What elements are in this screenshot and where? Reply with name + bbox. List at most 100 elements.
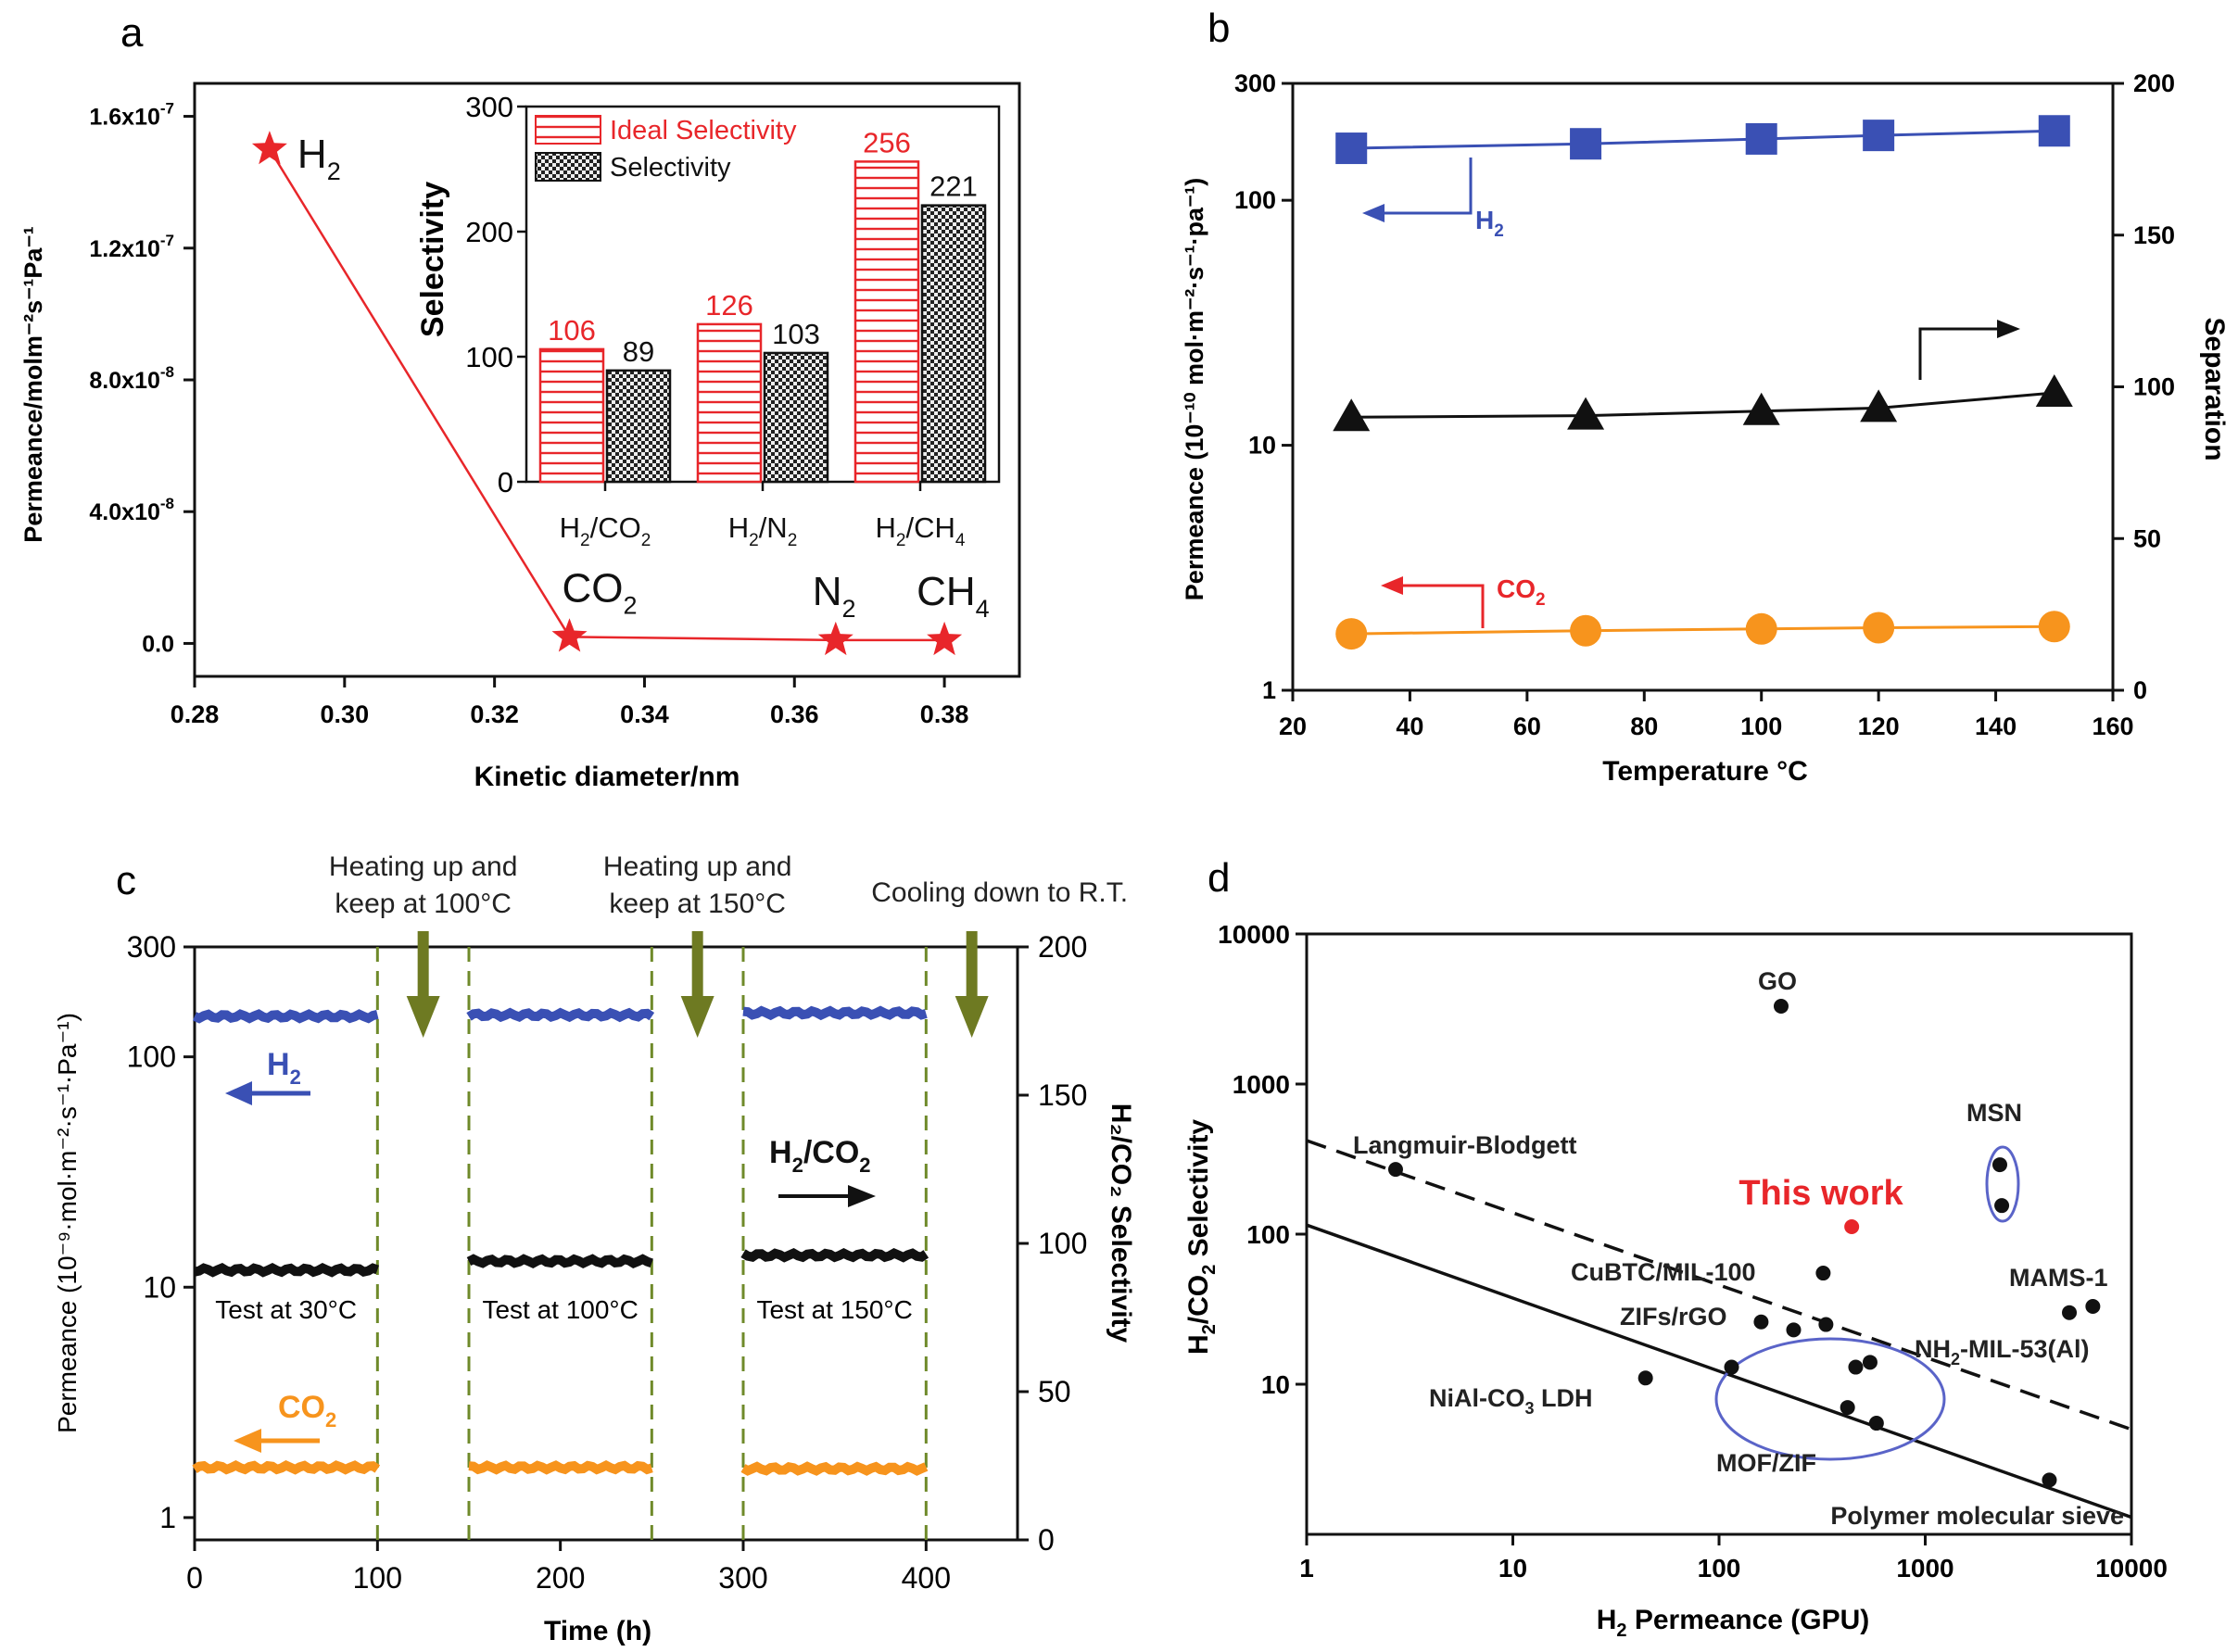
panel-d-x-tick-label: 10000 bbox=[2095, 1554, 2168, 1583]
panel-a-line bbox=[268, 148, 945, 642]
star-marker-h2 bbox=[251, 131, 287, 165]
ideal-selectivity-value: 256 bbox=[863, 126, 911, 158]
panel-d-data-point bbox=[2062, 1305, 2078, 1320]
panel-a-y-tick-label: 1.2x10-7 bbox=[89, 232, 174, 262]
panel-a-y-axis-title: Permeance/molm⁻²s⁻¹Pa⁻¹ bbox=[19, 226, 47, 542]
selectivity-bar bbox=[605, 369, 672, 484]
panel-c-x-tick-label: 200 bbox=[536, 1561, 585, 1595]
inset-y-axis-title: Selectivity bbox=[415, 182, 450, 337]
panel-a-y-tick-label: 0.0 bbox=[142, 631, 174, 657]
panel-c-stage-arrow-head bbox=[406, 996, 440, 1038]
panel-d-data-point bbox=[1773, 999, 1789, 1015]
panel-c-right-y-tick-label: 200 bbox=[1038, 930, 1087, 964]
panel-b-x-tick-label: 140 bbox=[1975, 713, 2017, 740]
panel-d-x-tick-label: 1000 bbox=[1896, 1554, 1954, 1583]
panel-c-y-axis-title: Permeance (10⁻⁹·mol·m⁻²·s⁻¹·Pa⁻¹) bbox=[53, 1013, 82, 1433]
panel-c-dashed-lines bbox=[375, 947, 928, 1540]
panel-b-x-tick-label: 120 bbox=[1858, 713, 1900, 740]
panel-a-y-tick-label: 1.6x10-7 bbox=[89, 100, 174, 131]
label-mof-zif: MOF/ZIF bbox=[1716, 1449, 1816, 1477]
panel-c-right-y-ticks: 0 50 100 150 200 bbox=[1018, 930, 1087, 1557]
panel-c-h2-axis-arrow bbox=[225, 1081, 310, 1105]
panel-b-separation-marker bbox=[1333, 398, 1371, 432]
star-marker-ch4 bbox=[927, 621, 963, 656]
panel-c-stage-label-line1: Heating up and bbox=[329, 851, 518, 882]
star-marker-n2 bbox=[817, 621, 853, 656]
panel-b-y-tick-label: 10 bbox=[1248, 432, 1276, 460]
panel-d-data-point bbox=[1818, 1317, 1834, 1332]
panel-b-co2-axis-arrow bbox=[1381, 576, 1485, 628]
panel-b-separation-marker bbox=[2035, 374, 2073, 408]
legend-swatch-selectivity bbox=[535, 152, 601, 182]
panel-d-x-tick-label: 10 bbox=[1498, 1554, 1527, 1583]
panel-d-data-point bbox=[1387, 1162, 1403, 1178]
panel-a-x-tick-label: 0.38 bbox=[920, 700, 969, 728]
panel-b-separation-marker bbox=[1567, 397, 1605, 430]
ideal-selectivity-value: 106 bbox=[548, 314, 596, 347]
panel-b-x-tick-label: 100 bbox=[1740, 713, 1782, 740]
selectivity-value: 89 bbox=[623, 335, 654, 368]
panel-c-stage-labels: Heating up and keep at 100°C Heating up an… bbox=[329, 851, 1128, 1038]
label-this-work: This work bbox=[1739, 1174, 1903, 1213]
panel-b-co2-marker bbox=[2038, 611, 2070, 643]
panel-b-right-y-tick-label: 150 bbox=[2133, 221, 2175, 249]
panel-c-right-y-axis-title: H₂/CO₂ Selectivity bbox=[1106, 1103, 1136, 1343]
panel-c-right-y-tick-label: 0 bbox=[1038, 1523, 1055, 1557]
panel-c-stage-arrow-head bbox=[955, 996, 989, 1038]
panel-b-co2-label: CO2 bbox=[1497, 574, 1546, 610]
panel-b-separation-line bbox=[1351, 391, 2055, 419]
inset-category-label: H2/CO2 bbox=[560, 511, 651, 550]
panel-c-y-tick-label: 1 bbox=[159, 1501, 176, 1534]
panel-c-selectivity-segment bbox=[466, 1254, 653, 1269]
inset-category-label: H2/N2 bbox=[728, 511, 798, 550]
ideal-selectivity-bar bbox=[538, 347, 605, 484]
panel-c-x-tick-label: 300 bbox=[718, 1561, 767, 1595]
panel-d-data-point bbox=[2085, 1299, 2101, 1315]
panel-c-co2-label: CO2 bbox=[278, 1390, 336, 1431]
panel-b-separation-axis-arrow bbox=[1918, 320, 2020, 380]
panel-b-right-y-tick-label: 100 bbox=[2133, 373, 2175, 401]
panel-c-co2-axis-arrow bbox=[234, 1429, 320, 1453]
panel-b-y-tick-label: 100 bbox=[1234, 186, 1276, 214]
panel-c-y-tick-label: 10 bbox=[143, 1270, 176, 1304]
panel-b-x-tick-label: 60 bbox=[1513, 713, 1541, 740]
panel-a-x-tick-label: 0.28 bbox=[171, 700, 220, 728]
panel-c-h2-segment bbox=[742, 1005, 928, 1021]
panel-c-right-y-tick-label: 100 bbox=[1038, 1227, 1087, 1260]
panel-c-h2-segment bbox=[466, 1007, 655, 1023]
star-marker-co2 bbox=[551, 618, 588, 652]
panel-c-stage-arrow-shaft bbox=[691, 931, 703, 1005]
panel-b-plot-frame bbox=[1291, 82, 2115, 692]
panel-c-selectivity-segment bbox=[194, 1262, 380, 1278]
inset-legend: Ideal Selectivity Selectivity bbox=[535, 115, 797, 183]
panel-a-series-line bbox=[268, 148, 945, 642]
panel-c-y-tick-label: 100 bbox=[127, 1040, 176, 1074]
panel-c-selectivity-axis-arrow bbox=[778, 1185, 876, 1207]
panel-c-stage-label-line2: keep at 100°C bbox=[335, 889, 511, 919]
panel-d: d 1 10 100 1000 10000 10 100 1000 10000 H2 Perm… bbox=[1183, 855, 2168, 1641]
panel-c-stage-arrow-shaft bbox=[966, 931, 978, 1005]
panel-c-co2-segment bbox=[740, 1461, 929, 1476]
panel-d-upper-bound-lines bbox=[1306, 1139, 2132, 1520]
panel-b-series bbox=[1333, 115, 2073, 650]
msn-ellipse bbox=[1985, 1145, 2020, 1223]
legend-swatch-ideal-selectivity bbox=[535, 115, 601, 145]
panel-d-data-point bbox=[1724, 1359, 1739, 1375]
panel-a: a 0.28 0.30 0.32 0.34 0.36 0.38 0.0 4.0x10-8 8.… bbox=[19, 10, 1021, 792]
panel-d-plot-frame bbox=[1305, 932, 2133, 1536]
label-msn: MSN bbox=[1966, 1099, 2022, 1127]
panel-d-data-point bbox=[1862, 1355, 1878, 1370]
label-mams-1: MAMS-1 bbox=[2009, 1264, 2108, 1292]
panel-a-x-tick-label: 0.30 bbox=[321, 700, 370, 728]
label-go: GO bbox=[1758, 967, 1797, 995]
panel-c-x-tick-label: 0 bbox=[186, 1561, 203, 1595]
panel-d-x-axis-title: H2 Permeance (GPU) bbox=[1597, 1605, 1870, 1641]
panel-d-data-point bbox=[1786, 1322, 1802, 1338]
panel-b-h2-marker bbox=[1745, 122, 1777, 155]
selectivity-value: 103 bbox=[772, 318, 820, 350]
label-polymer-molecular-sieve: Polymer molecular sieve bbox=[1830, 1502, 2124, 1530]
panel-b-separation-marker bbox=[1742, 392, 1780, 425]
panel-c-selectivity-label: H2/CO2 bbox=[769, 1135, 871, 1177]
panel-c-plot-frame bbox=[193, 945, 1019, 1542]
